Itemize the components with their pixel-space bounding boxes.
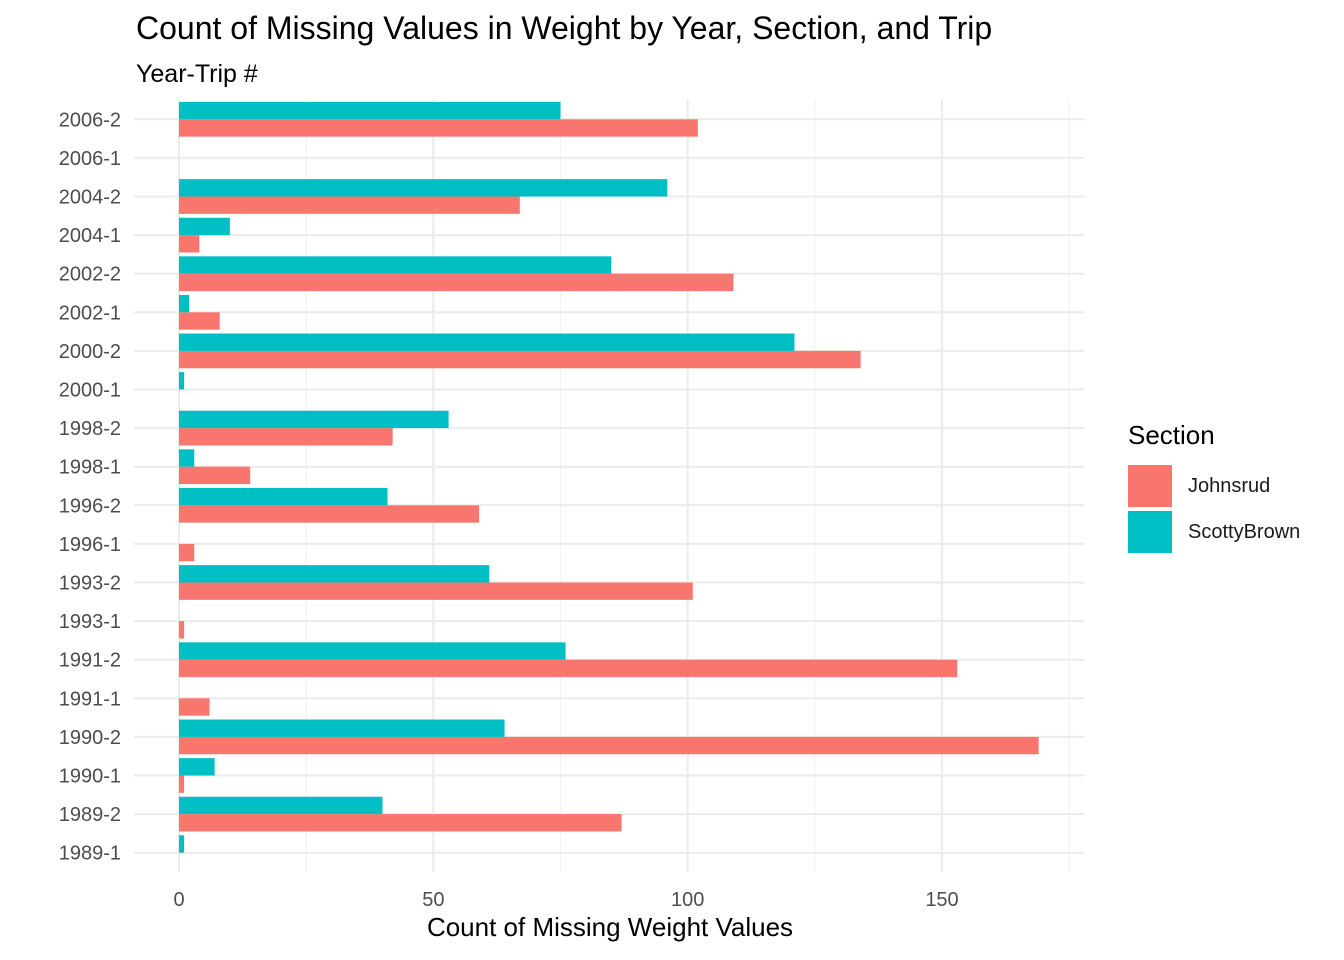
x-tick-label: 0 — [173, 889, 184, 911]
bar-scottybrown-1996-2 — [179, 487, 388, 506]
bar-scottybrown-1990-1 — [179, 758, 215, 776]
bar-scottybrown-1989-1 — [179, 835, 185, 853]
y-tick-label: 1996-1 — [59, 534, 121, 556]
bar-johnsrud-1993-1 — [179, 621, 185, 639]
bar-johnsrud-2002-2 — [179, 273, 734, 292]
chart-title: Count of Missing Values in Weight by Yea… — [136, 10, 993, 46]
bar-johnsrud-1998-1 — [179, 466, 251, 485]
bar-scottybrown-1989-2 — [179, 796, 383, 815]
y-tick-label: 2000-1 — [59, 380, 121, 402]
y-tick-label: 1996-2 — [59, 495, 121, 517]
bar-johnsrud-2004-1 — [179, 235, 200, 253]
y-tick-label: 1991-2 — [59, 650, 121, 672]
bar-johnsrud-2002-1 — [179, 312, 220, 330]
x-tick-label: 150 — [925, 889, 958, 911]
bar-johnsrud-1996-2 — [179, 505, 480, 523]
bar-scottybrown-2004-1 — [179, 217, 230, 236]
y-tick-label: 1989-2 — [59, 804, 121, 826]
bar-scottybrown-2006-2 — [179, 101, 561, 120]
legend-label-scottybrown: ScottyBrown — [1188, 520, 1301, 543]
y-tick-label: 1993-2 — [59, 573, 121, 595]
bar-johnsrud-2006-2 — [179, 119, 698, 137]
y-tick-label: 1991-1 — [59, 688, 121, 710]
y-tick-label: 2000-2 — [59, 341, 121, 363]
y-tick-label: 2002-2 — [59, 264, 121, 286]
x-tick-label: 50 — [422, 889, 444, 911]
bar-johnsrud-1990-1 — [179, 775, 185, 793]
y-tick-label: 1990-1 — [59, 766, 121, 788]
bar-johnsrud-1998-2 — [179, 428, 393, 446]
bar-scottybrown-2000-2 — [179, 333, 795, 351]
y-tick-label: 2004-1 — [59, 225, 121, 247]
bar-johnsrud-1991-2 — [179, 659, 958, 678]
y-tick-label: 1989-1 — [59, 843, 121, 865]
y-tick-label: 2004-2 — [59, 187, 121, 209]
bar-johnsrud-2004-2 — [179, 196, 520, 214]
legend-key-johnsrud — [1128, 465, 1172, 507]
bar-scottybrown-2004-2 — [179, 179, 668, 197]
bar-scottybrown-1990-2 — [179, 719, 505, 737]
y-tick-label: 2002-1 — [59, 302, 121, 324]
chart-subtitle: Year-Trip # — [136, 60, 258, 88]
bar-scottybrown-2002-2 — [179, 256, 612, 274]
y-tick-label: 2006-2 — [59, 109, 121, 131]
y-tick-label: 1990-2 — [59, 727, 121, 749]
legend-item-scottybrown: ScottyBrown — [1128, 509, 1300, 555]
bar-scottybrown-1991-2 — [179, 642, 566, 660]
legend-label-johnsrud: Johnsrud — [1188, 474, 1271, 497]
x-tick-label: 100 — [671, 889, 704, 911]
y-tick-label: 1993-1 — [59, 611, 121, 633]
bar-johnsrud-1991-1 — [179, 698, 210, 716]
bar-johnsrud-1990-2 — [179, 736, 1039, 755]
y-tick-label: 1998-2 — [59, 418, 121, 440]
y-tick-label: 2006-1 — [59, 148, 121, 170]
x-axis-title: Count of Missing Weight Values — [426, 912, 794, 942]
legend-item-johnsrud: Johnsrud — [1128, 463, 1300, 509]
bar-scottybrown-1998-2 — [179, 410, 449, 429]
legend-key-scottybrown — [1128, 511, 1172, 553]
bar-johnsrud-1996-1 — [179, 543, 195, 562]
bar-scottybrown-1998-1 — [179, 449, 195, 467]
legend: Section Johnsrud ScottyBrown — [1128, 420, 1300, 555]
bar-johnsrud-1993-2 — [179, 582, 693, 600]
y-tick-label: 1998-1 — [59, 457, 121, 479]
bar-scottybrown-2000-1 — [179, 372, 185, 390]
bar-scottybrown-1993-2 — [179, 565, 490, 583]
bar-johnsrud-1989-2 — [179, 814, 622, 832]
legend-title: Section — [1128, 420, 1215, 450]
bar-scottybrown-2002-1 — [179, 294, 190, 313]
bar-johnsrud-2000-2 — [179, 350, 861, 369]
